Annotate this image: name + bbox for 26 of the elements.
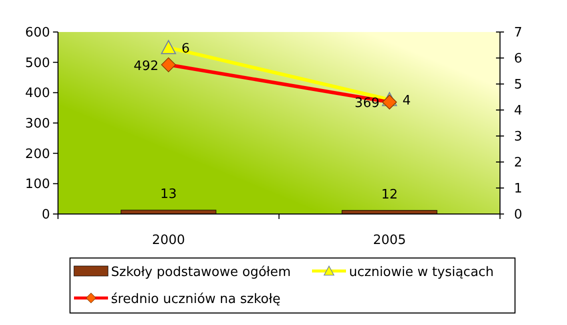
- legend-label: Szkoły podstawowe ogółem: [111, 264, 291, 280]
- y-tick-label: 200: [25, 146, 50, 162]
- data-label: 13: [160, 187, 177, 202]
- data-label: 6: [182, 42, 190, 57]
- data-label: 369: [354, 96, 380, 112]
- legend-label: średnio uczniów na szkołę: [111, 292, 280, 307]
- y2-tick-label: 0: [514, 208, 522, 223]
- y2-tick-label: 6: [514, 52, 522, 67]
- y2-tick-label: 7: [514, 26, 522, 41]
- data-label: 4: [402, 94, 411, 109]
- y-tick-label: 600: [25, 26, 50, 41]
- y2-tick-label: 4: [514, 104, 522, 119]
- x-tick-label: 2005: [372, 233, 406, 248]
- y-tick-label: 300: [25, 116, 50, 132]
- legend-label: uczniowie w tysiącach: [349, 264, 494, 280]
- y-tick-label: 0: [42, 208, 50, 223]
- y2-tick-label: 5: [514, 78, 522, 93]
- y2-tick-label: 2: [514, 156, 522, 171]
- data-label: 492: [134, 58, 158, 74]
- y-tick-label: 500: [25, 56, 50, 71]
- y2-tick-label: 1: [514, 182, 522, 197]
- x-tick-label: 2000: [152, 233, 186, 248]
- y2-tick-label: 3: [514, 130, 522, 145]
- data-label: 12: [381, 187, 398, 202]
- y-tick-label: 100: [25, 177, 50, 192]
- y-tick-label: 400: [25, 86, 50, 102]
